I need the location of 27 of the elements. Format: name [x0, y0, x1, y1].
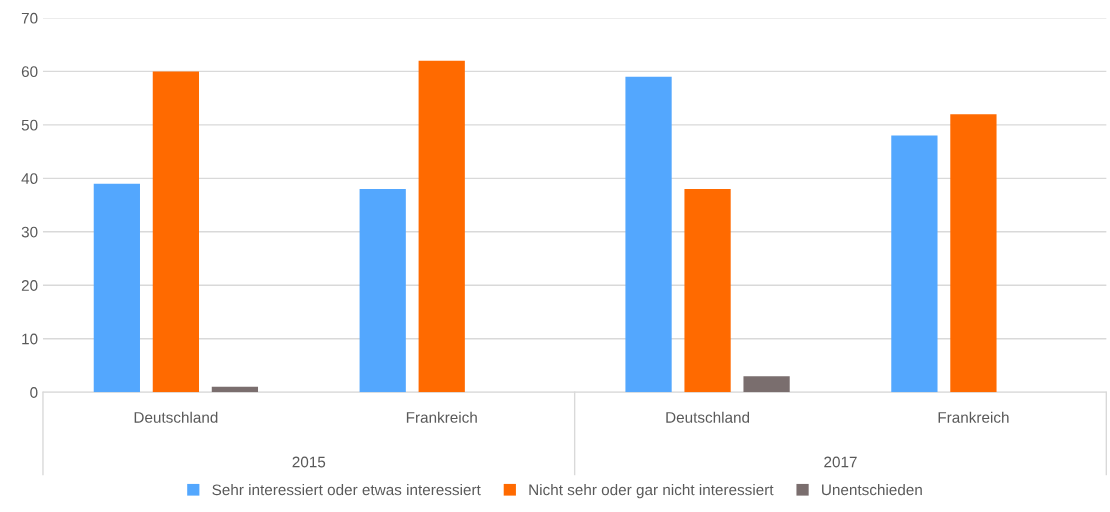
x-tick-label: Deutschland: [134, 411, 218, 423]
y-tick-label: 70: [21, 12, 38, 24]
y-tick-label: 20: [21, 280, 38, 291]
y-tick-label: 10: [22, 333, 38, 345]
legend-label: Sehr interessiert oder etwas interessiert: [212, 484, 481, 496]
bar: [950, 114, 997, 393]
bar: [418, 60, 465, 393]
bar: [93, 183, 140, 393]
bar: [891, 135, 938, 393]
x-tick-label: Frankreich: [938, 411, 1009, 423]
y-tick-label: 40: [21, 173, 38, 185]
bar: [625, 76, 672, 393]
y-tick-label: 0: [30, 387, 38, 398]
bar: [211, 386, 259, 393]
bar: [743, 376, 790, 393]
y-tick-label: 30: [21, 226, 38, 238]
y-tick-label: 50: [21, 119, 38, 131]
bar: [359, 189, 406, 393]
x-tick-label: Deutschland: [666, 411, 750, 423]
legend-label: Unentschieden: [822, 484, 922, 496]
text: 2015: [292, 456, 326, 468]
legend-label: Nicht sehr oder gar nicht interessiert: [529, 484, 774, 499]
bar: [152, 71, 200, 393]
bar: [684, 189, 731, 393]
y-tick-label: 60: [21, 66, 38, 78]
x-tick-label: Frankreich: [406, 411, 477, 423]
text: 2017: [824, 456, 857, 468]
